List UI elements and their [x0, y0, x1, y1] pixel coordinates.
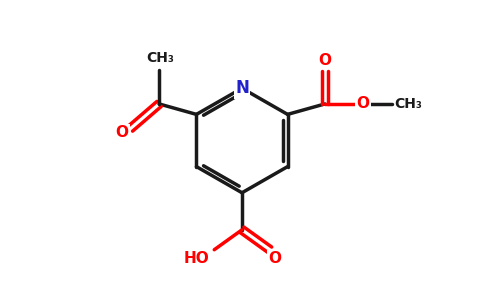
Text: N: N	[235, 79, 249, 97]
Text: O: O	[318, 53, 332, 68]
Text: O: O	[115, 125, 128, 140]
Text: CH₃: CH₃	[146, 51, 174, 65]
Text: CH₃: CH₃	[394, 97, 423, 111]
Text: O: O	[268, 251, 281, 266]
Text: O: O	[357, 96, 370, 111]
Text: HO: HO	[183, 251, 209, 266]
